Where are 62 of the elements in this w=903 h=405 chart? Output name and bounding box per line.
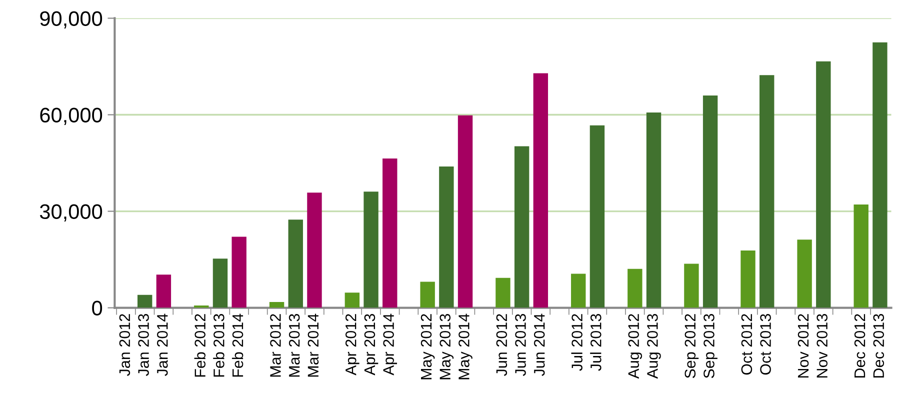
x-tick-label: Jan 2014 [156, 314, 168, 376]
bar [533, 73, 548, 308]
x-tick-label: Dec 2012 [854, 314, 866, 378]
y-tick-label: 90,000 [40, 11, 102, 28]
x-tick-label: Apr 2014 [383, 314, 397, 376]
bar [590, 125, 605, 308]
y-tick-label: 30,000 [40, 204, 102, 222]
y-tick-label: 0 [92, 300, 102, 316]
bar [420, 282, 435, 308]
x-tick-label: Mar 2013 [288, 314, 300, 377]
x-tick-label: May 2012 [420, 314, 435, 380]
bar [854, 204, 868, 308]
bar [872, 42, 888, 308]
x-tick-label: Feb 2013 [213, 314, 224, 377]
bar [458, 115, 473, 308]
x-tick-label: Aug 2012 [628, 314, 642, 379]
bar [684, 264, 699, 308]
bar [514, 146, 530, 308]
x-tick-label: Mar 2012 [270, 314, 281, 377]
bar [344, 292, 360, 308]
bar [702, 95, 718, 308]
bar [156, 274, 172, 308]
bar [797, 240, 812, 308]
bar [364, 192, 378, 308]
bar [628, 268, 642, 308]
bar [646, 112, 662, 308]
x-tick-label: Mar 2014 [308, 314, 319, 377]
x-tick-label: Jul 2013 [590, 314, 602, 371]
x-tick-label: Jun 2012 [496, 314, 508, 376]
bar [740, 250, 756, 308]
bar [137, 294, 152, 308]
x-tick-label: Jul 2012 [571, 314, 582, 371]
x-tick-label: Sep 2012 [684, 314, 699, 378]
x-tick-label: Jun 2013 [515, 314, 526, 376]
bar [307, 192, 322, 308]
x-tick-label: Nov 2013 [816, 314, 828, 378]
bar [212, 258, 228, 308]
bar [496, 278, 510, 308]
x-tick-label: May 2013 [440, 314, 454, 380]
x-tick-label: Sep 2013 [704, 314, 718, 378]
x-tick-label: Feb 2012 [194, 314, 206, 377]
bar [288, 220, 303, 308]
x-tick-label: May 2014 [458, 314, 472, 380]
x-tick-label: Apr 2012 [345, 314, 360, 376]
x-tick-label: Oct 2013 [760, 314, 771, 375]
bar [439, 166, 454, 308]
bar [760, 75, 774, 308]
x-tick-label: Jan 2012 [119, 314, 130, 376]
bar [816, 61, 831, 308]
x-tick-label: Dec 2013 [873, 314, 884, 378]
x-tick-label: Feb 2014 [232, 314, 244, 377]
bar [232, 236, 246, 308]
bar [382, 158, 398, 308]
x-tick-label: Oct 2012 [741, 314, 752, 375]
x-tick-label: Jun 2014 [534, 314, 545, 376]
bar [571, 274, 586, 308]
x-tick-label: Aug 2013 [647, 314, 661, 379]
bar [269, 302, 284, 308]
x-tick-label: Nov 2012 [798, 314, 809, 378]
x-tick-label: Jan 2013 [138, 314, 149, 376]
x-tick-label: Apr 2013 [364, 314, 378, 376]
y-tick-label: 60,000 [40, 108, 102, 125]
